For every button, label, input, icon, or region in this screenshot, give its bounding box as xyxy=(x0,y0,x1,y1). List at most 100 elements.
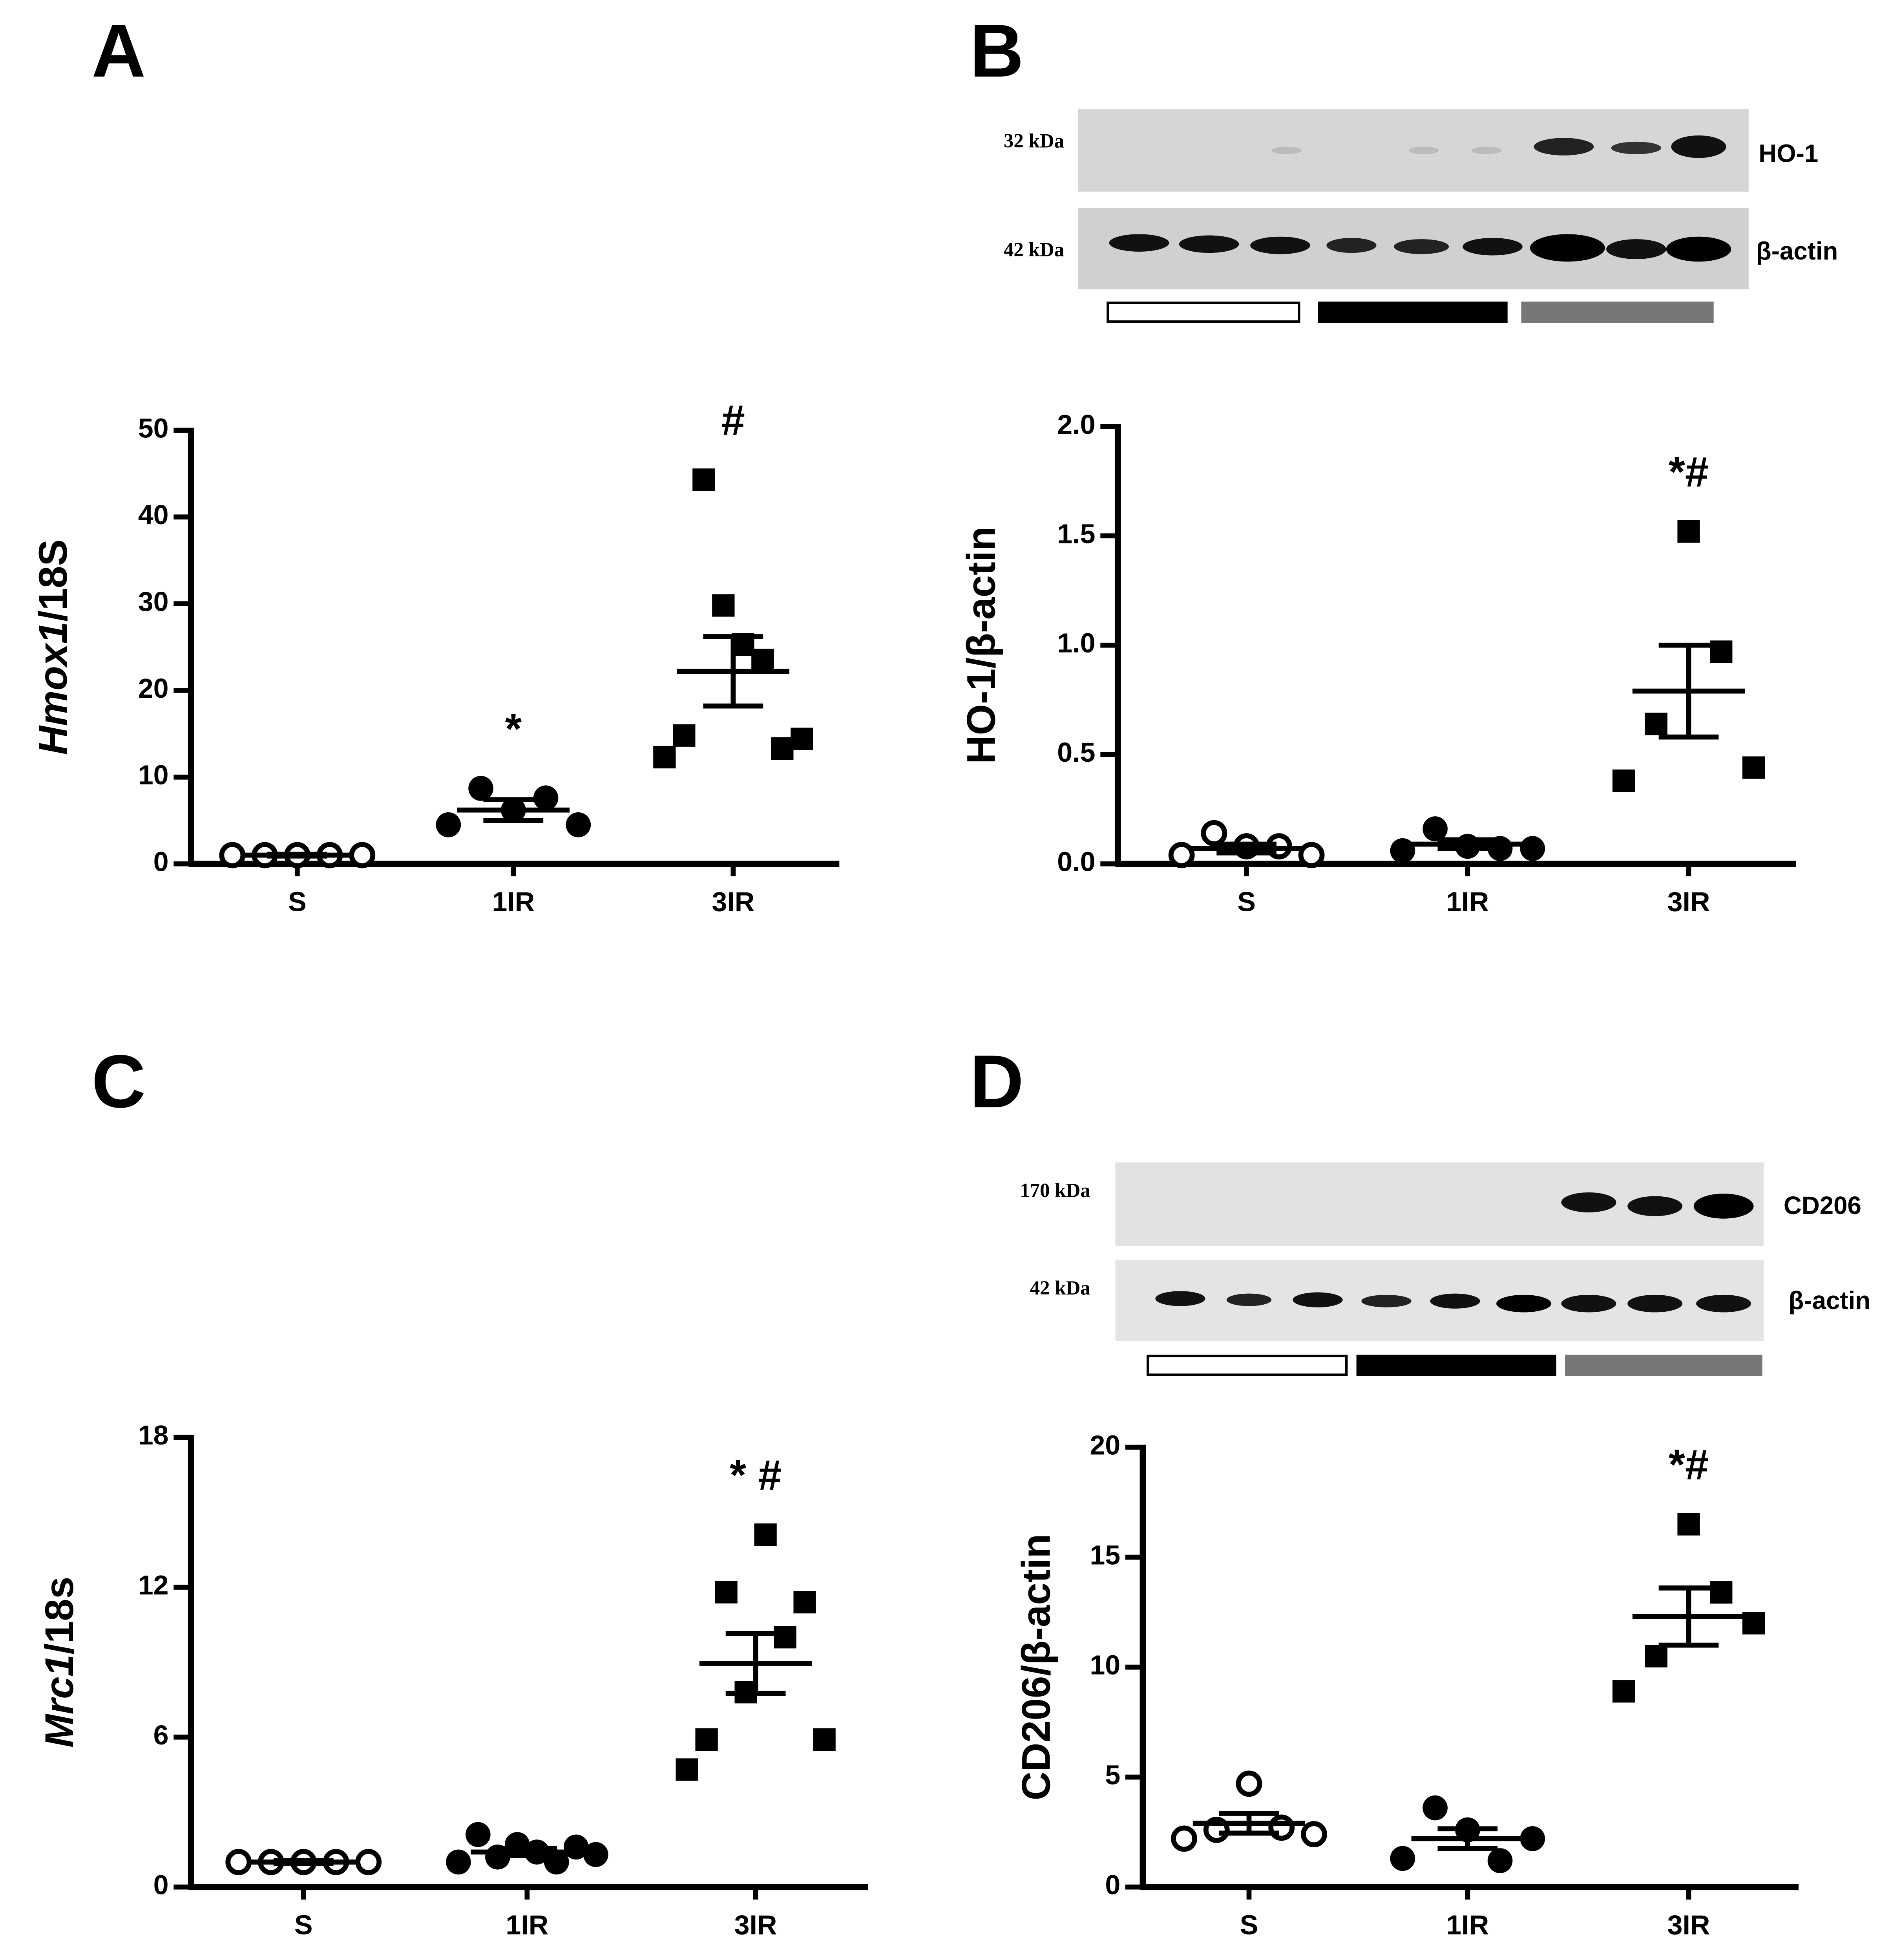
band xyxy=(1671,135,1726,158)
point xyxy=(774,1626,796,1649)
point xyxy=(813,1728,836,1751)
point xyxy=(1677,1513,1700,1536)
y-axis-label-part: /18S xyxy=(31,539,75,622)
band xyxy=(1394,239,1449,254)
band xyxy=(1361,1294,1412,1307)
band xyxy=(1271,146,1302,154)
x-tick-label: 1IR xyxy=(1446,886,1489,917)
y-tick-label: 0 xyxy=(153,847,169,877)
blot-name: β-actin xyxy=(1756,237,1838,265)
point xyxy=(1236,1770,1262,1797)
y-tick-label: 10 xyxy=(1090,1650,1120,1680)
y-tick-label: 30 xyxy=(138,586,169,617)
annotation: * xyxy=(505,705,522,752)
y-tick-label: 20 xyxy=(138,673,169,704)
point xyxy=(225,1849,252,1875)
x-tick-label: 3IR xyxy=(1667,1909,1710,1940)
y-axis-label: Mrc1/18s xyxy=(37,1576,82,1748)
band xyxy=(1534,138,1594,155)
point xyxy=(771,737,794,760)
y-axis-label-part: CD206/β-actin xyxy=(1014,1534,1058,1801)
point xyxy=(1171,1825,1197,1852)
panel-letter: C xyxy=(91,1040,146,1123)
band xyxy=(1463,238,1523,256)
point xyxy=(436,812,461,837)
point xyxy=(1520,836,1545,861)
y-tick-label: 5 xyxy=(1105,1760,1120,1790)
group-bar xyxy=(1356,1355,1556,1376)
point xyxy=(583,1842,608,1867)
blot-name: β-actin xyxy=(1789,1287,1871,1315)
group-bar xyxy=(1521,302,1714,323)
y-tick-label: 0.0 xyxy=(1057,847,1095,877)
annotation: *# xyxy=(1669,1441,1709,1488)
y-axis-label: Hmox1/18S xyxy=(31,539,75,755)
point xyxy=(1645,713,1667,735)
band xyxy=(1226,1293,1272,1306)
point xyxy=(1168,842,1195,868)
blot-size: 32 kDa xyxy=(1004,130,1064,152)
point xyxy=(566,812,591,837)
point xyxy=(1487,1848,1513,1873)
point xyxy=(1423,1795,1448,1821)
x-tick-label: S xyxy=(1237,886,1256,917)
y-tick-label: 0.5 xyxy=(1057,737,1095,768)
y-axis-label-part: /18s xyxy=(37,1576,82,1654)
point xyxy=(692,468,715,491)
blot-name: HO-1 xyxy=(1759,140,1818,168)
x-tick-label: 1IR xyxy=(506,1909,548,1940)
x-tick-label: 1IR xyxy=(492,886,535,917)
annotation: # xyxy=(721,396,745,444)
band xyxy=(1606,239,1666,259)
point xyxy=(793,1591,816,1614)
blot-name: CD206 xyxy=(1784,1192,1861,1220)
band xyxy=(1561,1192,1616,1212)
y-axis-label: CD206/β-actin xyxy=(1014,1534,1058,1801)
annotation: *# xyxy=(1669,448,1709,495)
x-tick-label: S xyxy=(294,1909,313,1940)
point xyxy=(355,1849,382,1875)
x-tick-label: S xyxy=(1240,1909,1258,1940)
x-tick-label: 3IR xyxy=(712,886,754,917)
y-tick-label: 12 xyxy=(138,1570,169,1600)
panel-letter: A xyxy=(91,9,146,93)
point xyxy=(1298,842,1325,868)
point xyxy=(1423,816,1448,841)
annotation: * # xyxy=(730,1451,782,1499)
point xyxy=(1742,1612,1765,1635)
y-tick-label: 10 xyxy=(138,760,169,790)
y-tick-label: 18 xyxy=(138,1420,169,1450)
y-tick-label: 20 xyxy=(1090,1430,1120,1461)
x-tick-label: 3IR xyxy=(734,1909,777,1940)
band xyxy=(1430,1293,1480,1309)
panel-letter: D xyxy=(970,1040,1024,1123)
y-tick-label: 6 xyxy=(153,1720,169,1750)
x-tick-label: 3IR xyxy=(1667,886,1710,917)
group-bar xyxy=(1107,302,1300,323)
point xyxy=(1710,1581,1733,1604)
band xyxy=(1496,1294,1552,1313)
band xyxy=(1293,1292,1343,1307)
point xyxy=(1390,838,1415,863)
y-axis-label-part: Mrc1 xyxy=(37,1655,82,1748)
blot-b: 32 kDa 42 kDa HO-1 β-actin xyxy=(1004,109,1838,323)
y-tick-label: 15 xyxy=(1090,1540,1120,1571)
point xyxy=(1612,769,1635,792)
point xyxy=(219,842,246,868)
point xyxy=(1742,756,1765,779)
y-tick-label: 2.0 xyxy=(1057,409,1095,440)
point xyxy=(533,785,559,811)
point xyxy=(715,1581,738,1603)
point xyxy=(791,728,813,750)
point xyxy=(465,1822,491,1847)
y-axis-label-part: Hmox1 xyxy=(31,622,75,755)
band xyxy=(1627,1294,1683,1313)
point xyxy=(673,724,696,747)
band xyxy=(1326,238,1377,253)
point xyxy=(1520,1826,1545,1851)
point xyxy=(754,1523,777,1546)
point xyxy=(1612,1680,1635,1703)
point xyxy=(1677,520,1700,543)
y-axis-label-part: HO-1/β-actin xyxy=(959,527,1003,764)
y-tick-label: 0 xyxy=(1105,1870,1120,1900)
